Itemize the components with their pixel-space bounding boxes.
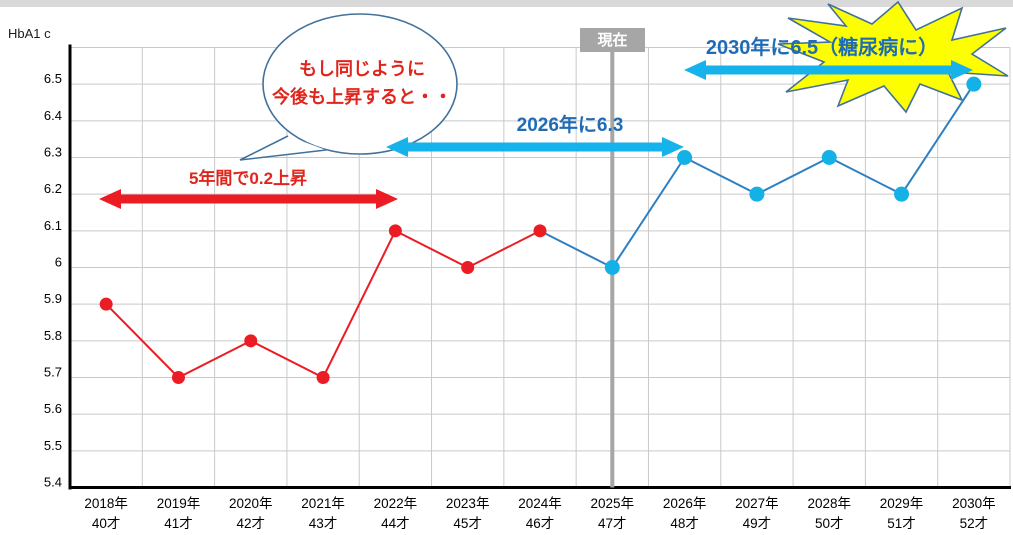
x-tick-age: 49才 bbox=[743, 516, 772, 531]
speech-bubble: もし同じように 今後も上昇すると・・ bbox=[239, 13, 458, 161]
x-tick-age: 52才 bbox=[960, 516, 989, 531]
past-data-point bbox=[171, 371, 185, 384]
x-tick-age: 42才 bbox=[237, 516, 266, 531]
x-tick-year: 2030年 bbox=[952, 496, 996, 511]
arrow-2030-label: 2030年に6.5（糖尿病に） bbox=[706, 35, 938, 59]
x-tick-year: 2023年 bbox=[446, 496, 490, 511]
data-series bbox=[99, 76, 982, 384]
speech-bubble-shape bbox=[262, 13, 458, 155]
y-tick-label: 6 bbox=[55, 255, 62, 270]
x-tick-age: 45才 bbox=[453, 516, 482, 531]
arrow-2030 bbox=[684, 60, 973, 80]
current-label-box bbox=[580, 28, 645, 52]
starburst-shape bbox=[777, 0, 1009, 114]
y-axis-title: HbA1 c bbox=[8, 26, 51, 41]
x-tick-year: 2025年 bbox=[591, 496, 635, 511]
x-tick-year: 2028年 bbox=[807, 496, 851, 511]
arrow-2026-label: 2026年に6.3 bbox=[517, 113, 624, 136]
y-tick-label: 5.8 bbox=[44, 328, 62, 343]
future-data-point bbox=[604, 260, 620, 275]
past-data-point bbox=[99, 297, 113, 311]
axis-tick-labels: 5.4 5.5 5.6 5.7 5.8 5.9 6 6.1 6.2 6.3 6.4 6.5 2018年 4… bbox=[44, 71, 996, 531]
x-tick-year: 2024年 bbox=[518, 496, 562, 511]
x-tick-age: 47才 bbox=[598, 516, 627, 531]
x-tick-year: 2020年 bbox=[229, 496, 273, 511]
x-tick-age: 51才 bbox=[887, 516, 916, 531]
speech-bubble-tail-fill bbox=[240, 136, 326, 160]
x-tick-age: 40才 bbox=[92, 516, 121, 531]
bubble-text-line2: 今後も上昇すると・・ bbox=[272, 86, 452, 107]
x-tick-year: 2019年 bbox=[157, 496, 201, 511]
x-tick-age: 44才 bbox=[381, 516, 410, 531]
red-arrow-label: 5年間で0.2上昇 bbox=[189, 168, 307, 188]
past-data-point bbox=[533, 224, 547, 238]
x-tick-year: 2026年 bbox=[663, 496, 707, 511]
past-data-point bbox=[461, 261, 475, 274]
y-tick-label: 5.5 bbox=[44, 438, 62, 453]
x-tick-year: 2021年 bbox=[301, 496, 345, 511]
x-tick-year: 2029年 bbox=[880, 496, 924, 511]
axes bbox=[68, 44, 1011, 490]
gridlines bbox=[69, 47, 1011, 488]
x-tick-age: 43才 bbox=[309, 516, 338, 531]
x-tick-age: 46才 bbox=[526, 516, 555, 531]
y-tick-label: 5.7 bbox=[44, 365, 62, 380]
past-data-point bbox=[244, 334, 258, 348]
y-tick-label: 6.1 bbox=[44, 218, 62, 233]
x-tick-age: 48才 bbox=[670, 516, 699, 531]
bubble-text-line1: もし同じように bbox=[299, 59, 425, 79]
arrow-2026 bbox=[386, 137, 684, 157]
y-tick-label: 6.3 bbox=[44, 145, 62, 160]
past-data-point bbox=[316, 371, 330, 384]
future-data-point bbox=[749, 186, 765, 202]
future-series-line bbox=[539, 83, 975, 269]
x-tick-year: 2022年 bbox=[374, 496, 418, 511]
future-data-point bbox=[966, 76, 982, 92]
red-double-arrow bbox=[99, 189, 398, 209]
x-tick-age: 41才 bbox=[164, 516, 193, 531]
top-gray-bar bbox=[0, 0, 1013, 7]
y-tick-label: 5.6 bbox=[44, 401, 62, 416]
y-tick-label: 6.5 bbox=[44, 71, 62, 86]
y-tick-label: 5.9 bbox=[44, 291, 62, 306]
current-label: 現在 bbox=[597, 31, 627, 49]
future-data-point bbox=[894, 186, 910, 202]
y-tick-label: 6.4 bbox=[44, 108, 62, 123]
speech-bubble-tail-outline bbox=[239, 135, 327, 161]
x-tick-year: 2018年 bbox=[84, 496, 128, 511]
y-tick-label: 6.2 bbox=[44, 181, 62, 196]
future-data-point bbox=[821, 150, 837, 165]
future-data-point bbox=[677, 150, 693, 165]
x-tick-year: 2027年 bbox=[735, 496, 779, 511]
y-tick-label: 5.4 bbox=[44, 475, 62, 490]
x-tick-age: 50才 bbox=[815, 516, 844, 531]
past-data-point bbox=[388, 224, 402, 238]
